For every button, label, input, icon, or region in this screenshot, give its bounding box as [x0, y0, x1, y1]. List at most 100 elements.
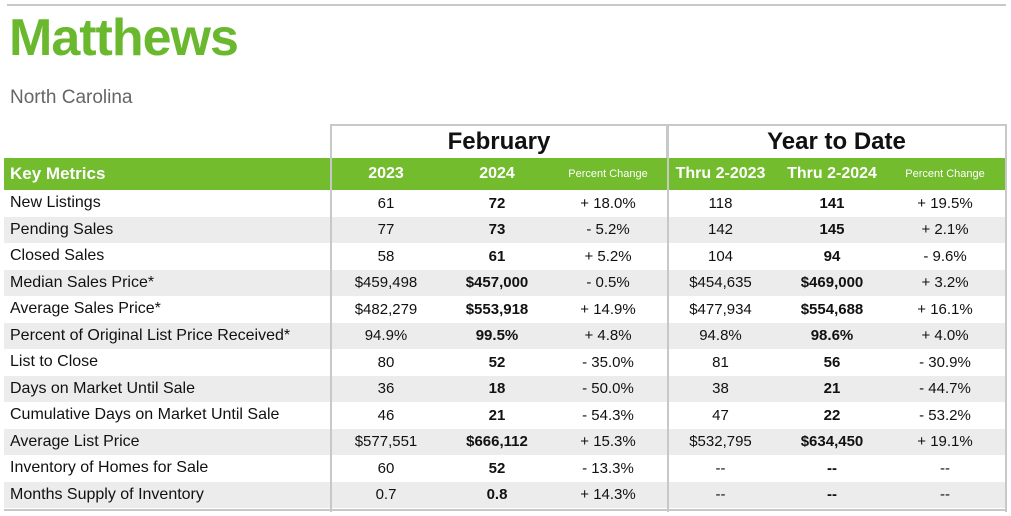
percent-change-month: - 0.5% — [586, 274, 630, 292]
top-divider — [7, 4, 1006, 6]
percent-change-ytd: + 16.1% — [917, 300, 973, 318]
percent-change-ytd: -- — [940, 459, 950, 477]
table-row: Median Sales Price* $459,498 $457,000 - … — [4, 269, 1007, 296]
percent-change-ytd: - 44.7% — [919, 380, 971, 398]
percent-change-month: - 54.3% — [582, 406, 634, 424]
metrics-table-body: New Listings 61 72 + 18.0% 118 141 + 19.… — [4, 190, 1007, 508]
value-ytd-2023: 118 — [708, 194, 733, 212]
value-2024: 61 — [488, 247, 506, 265]
value-ytd-2024: -- — [827, 486, 837, 504]
metric-label: Median Sales Price* — [10, 273, 155, 291]
percent-change-ytd: + 2.1% — [921, 221, 969, 239]
percent-change-month: + 14.3% — [580, 486, 636, 504]
percent-change-ytd: + 4.0% — [921, 327, 969, 345]
value-ytd-2023: -- — [715, 459, 726, 477]
value-ytd-2023: $532,795 — [689, 433, 752, 451]
value-2024: 0.8 — [486, 486, 508, 504]
table-row: Average Sales Price* $482,279 $553,918 +… — [4, 296, 1007, 323]
column-divider-ytd — [667, 124, 669, 512]
percent-change-month: - 50.0% — [582, 380, 634, 398]
value-2023: 77 — [377, 221, 395, 239]
column-header-2024: 2024 — [479, 165, 515, 182]
value-2023: 58 — [377, 247, 395, 265]
percent-change-month: + 14.9% — [580, 300, 636, 318]
percent-change-month: - 13.3% — [582, 459, 634, 477]
table-row: New Listings 61 72 + 18.0% 118 141 + 19.… — [4, 190, 1007, 217]
value-ytd-2023: $477,934 — [689, 300, 752, 318]
column-header-percent-change-ytd: Percent Change — [905, 168, 985, 180]
metric-label: Average List Price — [10, 432, 140, 450]
value-2023: $482,279 — [354, 300, 418, 318]
percent-change-ytd: -- — [940, 486, 950, 504]
metric-label: Percent of Original List Price Received* — [10, 326, 291, 344]
table-row: Cumulative Days on Market Until Sale 46 … — [4, 402, 1007, 429]
value-ytd-2024: 22 — [823, 406, 841, 424]
value-2023: 36 — [377, 380, 395, 398]
value-ytd-2023: -- — [715, 486, 726, 504]
value-ytd-2023: 94.8% — [699, 327, 742, 345]
table-row: Average List Price $577,551 $666,112 + 1… — [4, 428, 1007, 455]
value-2024: 52 — [488, 459, 506, 477]
percent-change-ytd: - 9.6% — [923, 247, 967, 265]
value-2023: 46 — [377, 406, 395, 424]
value-ytd-2024: $554,688 — [800, 300, 864, 318]
percent-change-ytd: - 30.9% — [919, 353, 971, 371]
value-ytd-2023: $454,635 — [689, 274, 752, 292]
column-header-thru-2-2023: Thru 2-2023 — [675, 165, 766, 182]
value-2023: 94.9% — [364, 327, 408, 345]
value-ytd-2023: 81 — [712, 353, 729, 371]
value-ytd-2024: 141 — [819, 194, 845, 212]
column-divider-right — [1005, 124, 1007, 512]
value-ytd-2023: 142 — [707, 221, 734, 239]
value-ytd-2024: 56 — [823, 353, 841, 371]
percent-change-month: - 35.0% — [582, 353, 634, 371]
table-row: Days on Market Until Sale 36 18 - 50.0% … — [4, 375, 1007, 402]
value-ytd-2023: 104 — [707, 247, 734, 265]
value-2024: 73 — [488, 221, 506, 239]
value-2023: $459,498 — [354, 274, 418, 292]
value-ytd-2024: -- — [827, 459, 837, 477]
value-2024: 99.5% — [475, 327, 519, 345]
value-ytd-2024: 21 — [823, 380, 841, 398]
percent-change-ytd: - 53.2% — [919, 406, 971, 424]
metric-label: Inventory of Homes for Sale — [10, 459, 209, 477]
percent-change-ytd: + 19.1% — [917, 433, 973, 451]
percent-change-month: - 5.2% — [586, 221, 630, 239]
value-ytd-2023: 47 — [712, 406, 729, 424]
column-header-thru-2-2024: Thru 2-2024 — [787, 165, 877, 182]
percent-change-ytd: + 19.5% — [917, 194, 973, 212]
value-2024: $666,112 — [466, 433, 528, 451]
value-2024: 52 — [488, 353, 506, 371]
value-2024: 18 — [488, 380, 506, 398]
percent-change-month: + 15.3% — [580, 433, 636, 451]
metric-label: Days on Market Until Sale — [10, 379, 195, 397]
table-row: List to Close 80 52 - 35.0% 81 56 - 30.9… — [4, 349, 1007, 376]
value-2024: $553,918 — [465, 300, 529, 318]
value-2023: $577,551 — [354, 433, 418, 451]
table-row: Months Supply of Inventory 0.7 0.8 + 14.… — [4, 481, 1007, 508]
value-2023: 61 — [377, 194, 395, 212]
value-2023: 80 — [377, 353, 395, 371]
column-header-percent-change-month: Percent Change — [568, 168, 648, 180]
value-2023: 60 — [377, 459, 395, 477]
column-divider-month — [330, 124, 332, 512]
metric-label: New Listings — [10, 194, 101, 212]
value-ytd-2024: $634,450 — [800, 433, 864, 451]
metric-label: Closed Sales — [10, 247, 105, 265]
table-row: Percent of Original List Price Received*… — [4, 322, 1007, 349]
percent-change-month: + 18.0% — [580, 194, 636, 212]
value-ytd-2023: 38 — [712, 380, 729, 398]
page-title: Matthews — [9, 9, 239, 67]
value-2023: 0.7 — [375, 486, 397, 504]
value-ytd-2024: 98.6% — [810, 327, 854, 345]
metric-label: Months Supply of Inventory — [10, 485, 204, 503]
value-2024: 21 — [488, 406, 506, 424]
value-ytd-2024: 94 — [823, 247, 841, 265]
group-header-month: February — [330, 124, 668, 158]
value-ytd-2024: 145 — [819, 221, 845, 239]
percent-change-ytd: + 3.2% — [921, 274, 969, 292]
table-row: Closed Sales 58 61 + 5.2% 104 94 - 9.6% — [4, 243, 1007, 270]
metric-label: List to Close — [10, 353, 99, 371]
column-header-metric: Key Metrics — [10, 164, 106, 183]
percent-change-month: + 5.2% — [584, 247, 632, 265]
